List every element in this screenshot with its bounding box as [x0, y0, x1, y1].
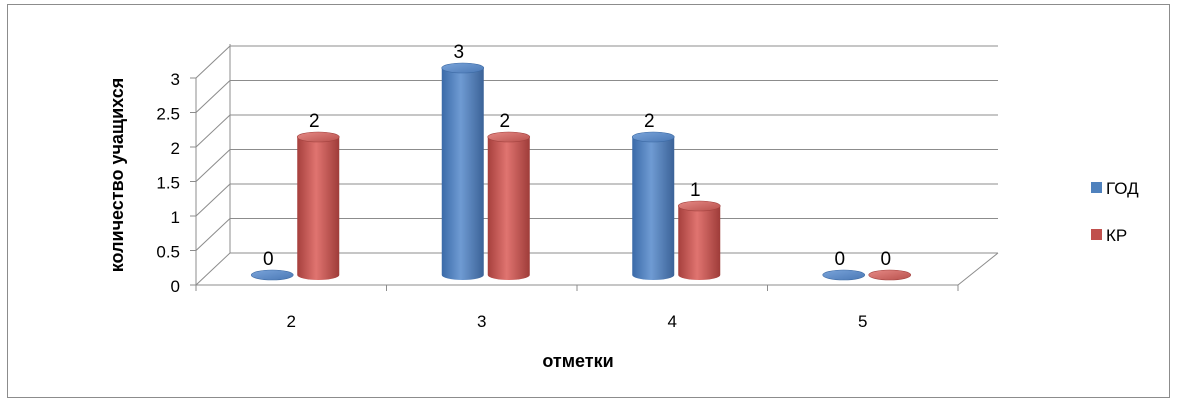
- bar-kr-4: [677, 200, 721, 280]
- bar-top: [677, 200, 721, 212]
- chart-frame: [7, 4, 1170, 398]
- gridline-side: [195, 218, 231, 251]
- axes: 0 0.5 1 1.5 2 2.5 3 2 3 4 5: [156, 70, 999, 331]
- bar-god-4: [631, 131, 675, 280]
- y-tick-label: 3: [171, 70, 180, 89]
- bar-top: [822, 269, 866, 281]
- data-label-god: 3: [453, 42, 464, 63]
- bar-body: [441, 68, 484, 280]
- y-tick-label: 1: [171, 208, 180, 227]
- data-label-god: 2: [644, 111, 655, 132]
- legend-swatch-god: [1091, 182, 1102, 193]
- gridline-side: [195, 183, 231, 217]
- bar-god-5: [822, 269, 866, 281]
- y-tick-label: 0.5: [156, 243, 180, 262]
- y-tick-label: 2.5: [156, 105, 180, 124]
- bar-top: [296, 131, 340, 143]
- bars: [250, 62, 912, 281]
- gridline-side: [195, 80, 231, 113]
- bar-kr-5: [868, 269, 912, 281]
- gridlines: [195, 44, 998, 286]
- bar-top: [868, 269, 912, 281]
- data-label-god: 0: [263, 249, 274, 270]
- data-label-kr: 2: [309, 111, 320, 132]
- y-tick-label: 1.5: [156, 174, 180, 193]
- bar-body: [297, 137, 340, 280]
- gridline-side: [195, 149, 231, 182]
- x-tick-label: 5: [858, 312, 867, 331]
- x-tick-label: 4: [668, 312, 677, 331]
- bar-body: [487, 137, 530, 280]
- bar-god-3: [441, 62, 485, 280]
- data-label-god: 0: [834, 249, 845, 270]
- legend-swatch-kr: [1091, 229, 1102, 240]
- gridline-side: [195, 45, 231, 79]
- x-tick-label: 3: [477, 312, 486, 331]
- y-axis-title: количество учащихся: [107, 78, 127, 273]
- legend-label-kr: КР: [1106, 226, 1127, 245]
- x-tick-label: 2: [287, 312, 296, 331]
- data-label-kr: 1: [690, 180, 701, 201]
- bar-top: [487, 131, 531, 143]
- bar-body: [678, 206, 721, 280]
- y-tick-label: 2: [171, 139, 180, 158]
- legend: ГОД КР: [1091, 179, 1139, 245]
- gridline-side: [195, 114, 231, 148]
- legend-label-god: ГОД: [1106, 179, 1139, 198]
- bar-top: [250, 269, 294, 281]
- x-axis-title: отметки: [542, 351, 613, 371]
- data-label-kr: 0: [880, 249, 891, 270]
- bar-kr-3: [487, 131, 531, 280]
- data-labels: 0 3 2 0 2 2 1 0: [263, 42, 891, 270]
- data-label-kr: 2: [499, 111, 510, 132]
- bar-kr-2: [296, 131, 340, 280]
- floor-right-edge: [957, 252, 999, 286]
- y-tick-label: 0: [171, 277, 180, 296]
- bar-top: [441, 62, 485, 74]
- bar-top: [631, 131, 675, 143]
- gridline-side: [195, 252, 231, 286]
- bar-body: [632, 137, 675, 280]
- bar-god-2: [250, 269, 294, 281]
